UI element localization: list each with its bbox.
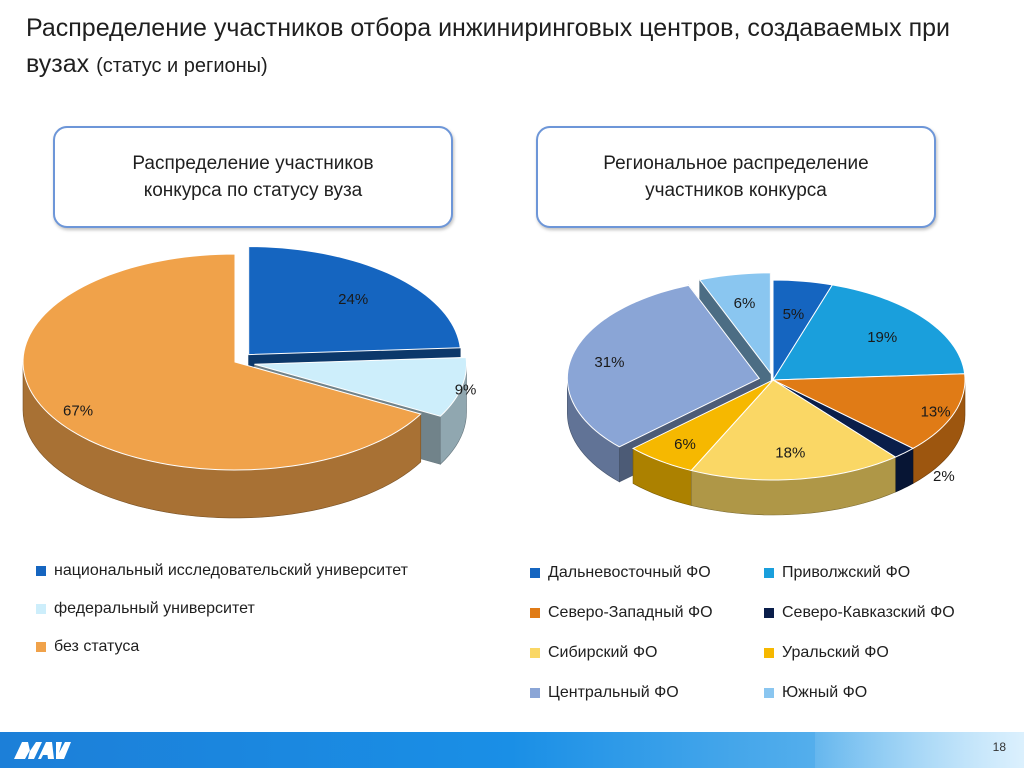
region-legend-item: Центральный ФО (530, 684, 679, 702)
status-chart-caption-box: Распределение участников конкурса по ста… (53, 126, 453, 228)
status-legend-label: федеральный университет (54, 600, 255, 617)
region-legend-label: Приволжский ФО (782, 564, 911, 581)
status-data-label-1: 9% (455, 381, 477, 398)
region-legend-swatch (764, 608, 774, 618)
region-legend-swatch (530, 648, 540, 658)
status-legend-item: без статуса (36, 638, 139, 656)
region-legend-label: Южный ФО (782, 684, 868, 701)
region-data-label-3: 2% (933, 468, 955, 485)
status-legend-swatch (36, 604, 46, 614)
region-slice-4 (690, 379, 897, 481)
status-slice-0 (248, 246, 461, 356)
region-data-label-6: 31% (594, 354, 624, 371)
page-number: 18 (992, 740, 1006, 754)
region-slice-5 (631, 379, 774, 472)
slide-title-sub: (статус и регионы) (96, 55, 268, 77)
region-data-label-0: 5% (783, 306, 805, 323)
region-data-label-2: 13% (921, 403, 951, 420)
region-legend-item: Северо-Кавказский ФО (764, 604, 955, 622)
region-slice-7 (698, 272, 771, 375)
region-legend-swatch (764, 688, 774, 698)
region-slice-0 (772, 279, 834, 382)
region-slice-3 (772, 379, 915, 458)
region-legend-label: Северо-Кавказский ФО (782, 604, 955, 621)
region-legend-label: Сибирский ФО (548, 644, 658, 661)
status-data-label-2: 67% (63, 402, 93, 419)
region-data-label-5: 6% (674, 436, 696, 453)
region-legend-swatch (530, 608, 540, 618)
region-data-label-1: 19% (867, 329, 897, 346)
region-legend-item: Южный ФО (764, 684, 867, 702)
region-data-label-4: 18% (775, 444, 805, 461)
footer-decoration (815, 732, 1024, 768)
status-legend-label: без статуса (54, 638, 140, 655)
region-slice-2 (772, 373, 966, 450)
region-chart-caption-box: Региональное распределение участников ко… (536, 126, 936, 228)
region-legend-label: Центральный ФО (548, 684, 679, 701)
region-legend-item: Дальневосточный ФО (530, 564, 711, 582)
status-legend-swatch (36, 642, 46, 652)
region-legend-item: Северо-Западный ФО (530, 604, 713, 622)
status-data-label-0: 24% (338, 291, 368, 308)
slide-title: Распределение участников отбора инжинири… (26, 10, 1006, 84)
region-legend-swatch (764, 568, 774, 578)
region-data-label-7: 6% (734, 295, 756, 312)
region-slice-6 (566, 284, 761, 448)
region-legend-label: Дальневосточный ФО (548, 564, 711, 581)
status-slice-2 (22, 253, 422, 471)
region-slice-1 (772, 284, 966, 381)
region-legend-item: Уральский ФО (764, 644, 889, 662)
status-legend-item: национальный исследовательский университ… (36, 562, 408, 580)
region-legend-swatch (764, 648, 774, 658)
region-legend-label: Северо-Западный ФО (548, 604, 713, 621)
status-slice-1 (254, 356, 468, 417)
region-legend-item: Приволжский ФО (764, 564, 910, 582)
status-legend-item: федеральный университет (36, 600, 255, 618)
region-legend-swatch (530, 688, 540, 698)
institution-logo (14, 742, 71, 759)
region-legend-item: Сибирский ФО (530, 644, 657, 662)
region-legend-swatch (530, 568, 540, 578)
status-legend-swatch (36, 566, 46, 576)
status-legend-label: национальный исследовательский университ… (54, 562, 408, 579)
region-legend-label: Уральский ФО (782, 644, 889, 661)
slide-title-main: Распределение участников отбора инжинири… (26, 14, 950, 78)
